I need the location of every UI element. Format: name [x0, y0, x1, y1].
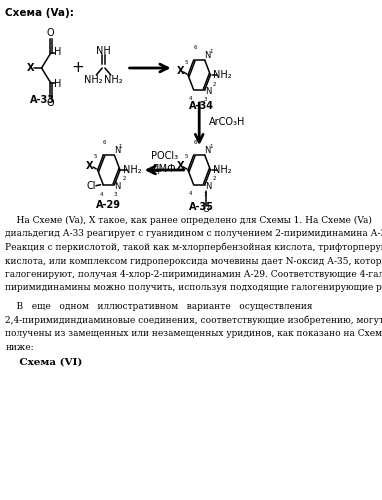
Text: 6: 6 — [193, 45, 197, 50]
Text: O: O — [202, 205, 210, 214]
Text: 4: 4 — [189, 191, 192, 196]
Text: NH₂: NH₂ — [104, 75, 123, 85]
Text: X: X — [176, 66, 184, 76]
Text: Схема (Va):: Схема (Va): — [5, 8, 74, 18]
Text: 2: 2 — [213, 176, 216, 182]
Text: X: X — [27, 63, 34, 73]
Text: 1: 1 — [119, 144, 122, 149]
Text: В   еще   одном   иллюстративном   варианте   осуществления: В еще одном иллюстративном варианте осущ… — [5, 302, 313, 311]
Text: 6: 6 — [193, 140, 197, 145]
Text: 3: 3 — [204, 192, 207, 197]
Text: H: H — [54, 79, 61, 89]
Text: ДМФ: ДМФ — [152, 164, 176, 174]
Text: X: X — [176, 161, 184, 171]
Text: галогенируют, получая 4-хлор-2-пиримидинамин А-29. Соответствующие 4-галоген-2-: галогенируют, получая 4-хлор-2-пиримидин… — [5, 270, 382, 279]
Text: N: N — [115, 182, 121, 191]
Text: А-29: А-29 — [96, 200, 121, 210]
Text: X: X — [86, 161, 94, 171]
Text: Cl: Cl — [87, 180, 96, 190]
Text: 4: 4 — [99, 192, 103, 197]
Text: 3: 3 — [204, 97, 207, 102]
Text: O: O — [46, 28, 54, 38]
Text: пиримидинамины можно получить, используя подходящие галогенирующие реагенты.: пиримидинамины можно получить, используя… — [5, 284, 382, 292]
Text: 2: 2 — [213, 82, 216, 86]
Text: 6: 6 — [103, 140, 106, 145]
Text: N: N — [204, 51, 210, 60]
Text: Реакция с перкислотой, такой как м-хлорпербензойная кислота, трифторперуксусная: Реакция с перкислотой, такой как м-хлорп… — [5, 243, 382, 252]
Text: 3: 3 — [113, 192, 117, 197]
Text: 1: 1 — [209, 144, 212, 149]
Text: 4: 4 — [189, 96, 192, 101]
Text: кислота, или комплексом гидропероксида мочевины дает N-оксид А-35, который затем: кислота, или комплексом гидропероксида м… — [5, 256, 382, 266]
Text: ниже:: ниже: — [5, 342, 34, 351]
Text: А-35: А-35 — [189, 202, 214, 212]
Text: 5: 5 — [94, 154, 97, 160]
Text: +: + — [71, 60, 84, 76]
Text: NH: NH — [96, 46, 111, 56]
Text: Схема (VI): Схема (VI) — [5, 358, 83, 367]
Text: 5: 5 — [184, 60, 188, 64]
Text: 1: 1 — [209, 49, 212, 54]
Text: На Схеме (Va), X такое, как ранее определено для Схемы 1. На Схеме (Va): На Схеме (Va), X такое, как ранее опреде… — [5, 216, 372, 225]
Text: А-34: А-34 — [189, 101, 214, 111]
Text: диальдегид А-33 реагирует с гуанидином с получением 2-пиримидинамина А-34.: диальдегид А-33 реагирует с гуанидином с… — [5, 230, 382, 238]
Text: N: N — [114, 146, 120, 155]
Text: N: N — [204, 146, 210, 155]
Text: N: N — [205, 87, 211, 96]
Text: 2,4-пиримидиндиаминовые соединения, соответствующие изобретению, могут быть: 2,4-пиримидиндиаминовые соединения, соот… — [5, 316, 382, 325]
Text: ArCO₃H: ArCO₃H — [209, 117, 245, 127]
Text: А-33: А-33 — [31, 95, 55, 105]
Text: N: N — [205, 182, 211, 191]
Text: 5: 5 — [184, 154, 188, 160]
Text: H: H — [54, 47, 61, 57]
Text: получены из замещенных или незамещенных уридинов, как показано на Схеме (VI): получены из замещенных или незамещенных … — [5, 329, 382, 338]
Text: O: O — [46, 98, 54, 108]
Text: NH₂: NH₂ — [213, 70, 231, 80]
Text: NH₂: NH₂ — [84, 75, 103, 85]
Text: 2: 2 — [122, 176, 126, 182]
Text: NH₂: NH₂ — [213, 165, 231, 175]
Text: NH₂: NH₂ — [123, 165, 141, 175]
Text: POCl₃: POCl₃ — [151, 151, 178, 161]
